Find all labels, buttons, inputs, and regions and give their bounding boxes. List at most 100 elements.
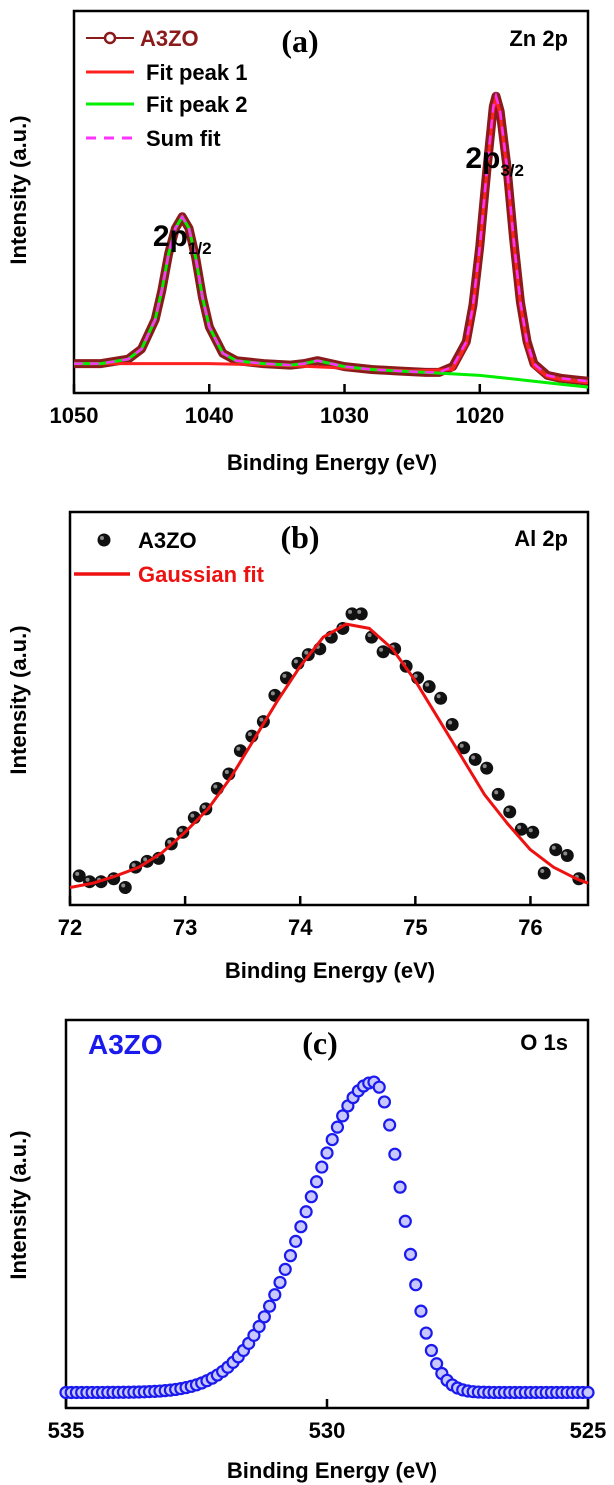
panel-a-label: (a) (281, 23, 318, 59)
legend-a3zo-text: A3ZO (138, 528, 197, 553)
panel-c-series-a3zo-point (393, 1180, 407, 1194)
panel-b-series-a3zo-point-highlight (213, 784, 218, 789)
panel-b-series-a3zo-point-highlight (270, 691, 275, 696)
panel-c-y-axis-label: Intensity (a.u.) (6, 1130, 31, 1279)
panel-a-x-axis-label: Binding Energy (eV) (227, 450, 437, 475)
panel-b-series-a3zo-point-highlight (505, 807, 510, 812)
panel-c-series-a3zo-point (315, 1160, 329, 1174)
panel-a-zn-2p: 1050 1040 1030 1020 2p1/2 2p3/2 (a) Zn 2p Int… (6, 9, 590, 475)
panel-b-series-a3zo-point-highlight (459, 743, 464, 748)
panel-b-series-a3zo-point-highlight (259, 717, 264, 722)
panel-c-label: (c) (302, 1025, 338, 1061)
panel-a-x-tick-label: 1040 (185, 403, 234, 428)
panel-b-y-axis-label: Intensity (a.u.) (6, 625, 31, 774)
panel-c-series-a3zo-point (424, 1343, 438, 1358)
panel-c-series-a3zo-point (330, 1120, 345, 1134)
panel-c-legend-text: A3ZO (88, 1029, 163, 1060)
panel-c-annotation: O 1s (520, 1030, 568, 1055)
panel-b-al-2p: 72 73 74 75 76 (b) Al 2p Intensity (a.u.) Bi… (6, 510, 590, 983)
panel-b-series-a3zo-point-highlight (167, 839, 172, 844)
panel-a-y-axis-label: Intensity (a.u.) (6, 115, 31, 264)
panel-b-series-a3zo-point (468, 752, 482, 766)
legend-a3zo-point (97, 533, 111, 547)
panel-c-series-a3zo-point (336, 1109, 350, 1123)
panel-c-series-a3zo-point (581, 1385, 595, 1400)
legend-a3zo-marker (103, 31, 117, 45)
legend-gaussian-fit-text: Gaussian fit (138, 562, 265, 587)
panel-c-series-a3zo-point (325, 1132, 339, 1147)
panel-b-annotation: Al 2p (514, 526, 568, 551)
panel-b-x-axis-label: Binding Energy (eV) (225, 958, 435, 983)
panel-b-x-tick-label: 74 (288, 915, 313, 940)
panel-c-series-a3zo-point (262, 1299, 277, 1313)
legend-sum-fit-text: Sum fit (146, 126, 221, 151)
panel-b-series-a3zo-point-highlight (436, 694, 441, 699)
panel-b-series-a3zo-point-highlight (528, 828, 533, 833)
panel-c-marks: 535 530 525 (48, 1018, 607, 1443)
panel-a-legend: A3ZO Fit peak 1 Fit peak 2 Sum fit (86, 26, 247, 151)
peak-label-3-2: 2p3/2 (465, 142, 524, 180)
panel-b-series-a3zo-point-highlight (551, 845, 556, 850)
panel-b-x-tick-label: 76 (518, 915, 542, 940)
panel-c-x-tick-label: 525 (570, 1418, 607, 1443)
panel-b-series-a3zo-point (549, 843, 563, 857)
panel-b-series-a3zo-point (526, 825, 540, 839)
panel-b-series-a3zo-point-highlight (367, 633, 372, 638)
panel-c-x-tick-label: 530 (309, 1418, 346, 1443)
panel-b-series-gaussian-fit-line (69, 622, 589, 889)
panel-b-series-a3zo-point-highlight (282, 673, 287, 678)
panel-b-series-a3zo-point-highlight (471, 755, 476, 760)
panel-c-series-a3zo-point (299, 1205, 313, 1219)
panel-b-series-a3zo-point-highlight (494, 790, 499, 795)
panel-c-series-a3zo-point (289, 1234, 303, 1248)
panel-c-series-a3zo-point (414, 1304, 428, 1318)
panel-c-series-a3zo-point (320, 1146, 334, 1160)
panel-c-series-a3zo-point (294, 1220, 308, 1234)
panel-a-x-tick-label: 1030 (320, 403, 369, 428)
panel-a-x-tick-label: 1050 (50, 403, 99, 428)
panel-c-series-a3zo-point (372, 1080, 386, 1094)
panel-b-series-a3zo-point-highlight (379, 647, 384, 652)
panel-b-series-a3zo-point-highlight (413, 673, 418, 678)
panel-c-series-a3zo-point (377, 1095, 392, 1109)
panel-b-x-tick-label: 75 (403, 915, 427, 940)
panel-b-frame (68, 510, 590, 907)
panel-c-series-a3zo-point (304, 1190, 318, 1204)
panel-b-x-tick-label: 73 (173, 915, 197, 940)
panel-b-series-a3zo-point-highlight (517, 825, 522, 830)
panel-b-series-a3zo-point-highlight (131, 863, 136, 868)
panel-b-series-a3zo-point-highlight (425, 682, 430, 687)
panel-b-series-a3zo-point-highlight (85, 877, 90, 882)
legend-a3zo-point-highlight (100, 536, 104, 540)
panel-c-series-a3zo-point (283, 1249, 298, 1263)
panel-b-series-a3zo-point-highlight (75, 871, 80, 876)
panel-b-x-tick-label: 72 (58, 915, 82, 940)
panel-c-x-tick-label: 535 (48, 1418, 85, 1443)
panel-c-series-a3zo-point (403, 1247, 418, 1261)
panel-b-series-a3zo-point-highlight (143, 857, 148, 862)
panel-c-series-a3zo-point (278, 1262, 292, 1276)
panel-b-legend: A3ZO Gaussian fit (74, 528, 265, 587)
panel-b-series-a3zo-point-highlight (448, 720, 453, 725)
panel-b-series-a3zo-point-highlight (563, 851, 568, 856)
panel-c-frame (64, 1018, 590, 1410)
panel-b-series-a3zo-point-highlight (190, 813, 195, 818)
panel-b-series-a3zo-point (445, 718, 459, 732)
peak-label-1-2: 2p1/2 (153, 220, 212, 258)
panel-c-x-axis-label: Binding Energy (eV) (227, 1458, 437, 1483)
panel-c-series-a3zo-point (273, 1275, 287, 1290)
panel-c-series-a3zo-point (309, 1175, 324, 1189)
panel-c-series-a3zo-point (252, 1319, 266, 1334)
panel-c-series-a3zo-point (409, 1278, 423, 1292)
panel-b-series-a3zo-point (422, 680, 436, 694)
panel-b-series-a3zo-point (354, 607, 368, 621)
panel-b-series-a3zo-point-highlight (293, 659, 298, 664)
panel-b-series-a3zo-point (491, 787, 505, 801)
panel-c-series-a3zo-point (388, 1147, 402, 1161)
panel-b-series-a3zo-point (503, 805, 517, 819)
panel-c-series-a3zo-point (268, 1288, 282, 1302)
panel-b-series-a3zo-point-highlight (201, 804, 206, 809)
panel-b-series-a3zo-point-highlight (224, 770, 229, 774)
panel-b-series-a3zo-point-highlight (482, 764, 487, 769)
